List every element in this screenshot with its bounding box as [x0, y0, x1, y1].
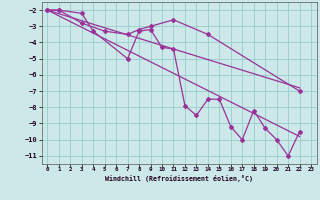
X-axis label: Windchill (Refroidissement éolien,°C): Windchill (Refroidissement éolien,°C) [105, 175, 253, 182]
